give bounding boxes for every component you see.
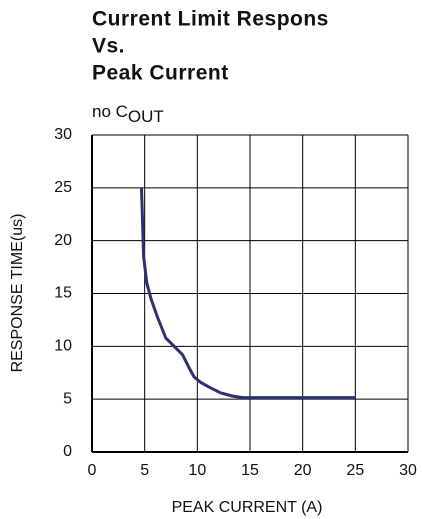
subtitle-text: no C [92,102,128,121]
y-tick-label: 5 [63,390,72,407]
subtitle-subscript: OUT [128,107,164,126]
chart-title: Vs. [92,35,125,58]
y-tick-label: 0 [63,443,72,460]
x-tick-label: 25 [346,462,364,479]
y-tick-label: 30 [54,126,72,143]
data-line [140,187,356,400]
x-axis-label: PEAK CURRENT (A) [172,499,323,516]
x-tick-label: 30 [399,462,417,479]
y-tick-label: 10 [54,338,72,355]
x-tick-label: 5 [140,462,149,479]
x-tick-label: 15 [241,462,259,479]
chart-title: Current Limit Respons [92,8,329,31]
y-tick-label: 20 [54,232,72,249]
chart-title: Peak Current [92,62,229,85]
y-tick-label: 25 [54,179,72,196]
chart-subtitle: no COUT [92,102,164,126]
y-axis-label: RESPONSE TIME(us) [9,214,26,373]
x-tick-label: 0 [88,462,97,479]
x-tick-label: 20 [294,462,312,479]
x-tick-label: 10 [188,462,206,479]
y-tick-label: 15 [54,285,72,302]
